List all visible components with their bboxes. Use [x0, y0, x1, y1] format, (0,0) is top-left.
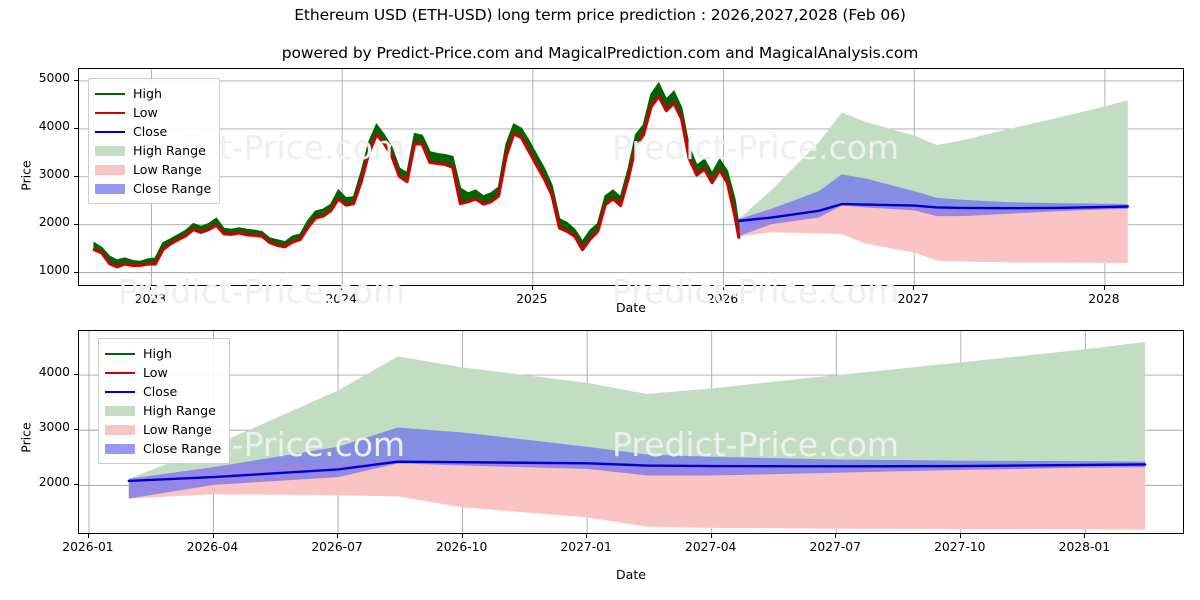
legend-swatch-patch-icon: [95, 183, 125, 195]
legend-item-low[interactable]: Low: [105, 363, 221, 382]
legend-item-high[interactable]: High: [95, 84, 211, 103]
legend-label: Close: [143, 383, 178, 399]
legend-label: High: [133, 85, 162, 101]
x-tick-label: 2027-04: [685, 540, 737, 554]
x-tick-label: 2025: [516, 292, 548, 306]
legend-swatch-line-icon: [95, 88, 125, 100]
x-tick-label: 2027: [897, 292, 929, 306]
legend-swatch-patch-icon: [95, 164, 125, 176]
top-chart-legend: High Low Close High Range Low Range Close Ran…: [88, 78, 221, 204]
x-tick-label: 2023: [134, 292, 167, 306]
legend-label: High Range: [143, 402, 216, 418]
legend-item-close-range[interactable]: Close Range: [95, 179, 211, 198]
legend-item-close[interactable]: Close: [105, 382, 221, 401]
y-tick-mark: [74, 223, 78, 225]
y-tick-label: 3000: [38, 420, 70, 435]
bottom-chart-plot: [79, 331, 1183, 533]
x-tick-mark: [1103, 286, 1105, 290]
legend-swatch-patch-icon: [105, 405, 135, 417]
legend-label: Low Range: [143, 421, 212, 437]
x-tick-mark: [722, 286, 724, 290]
legend-item-low-range[interactable]: Low Range: [105, 420, 221, 439]
page-subtitle: powered by Predict-Price.com and Magical…: [281, 44, 919, 62]
top-x-axis-label: Date: [616, 300, 646, 315]
x-tick-label: 2026-07: [311, 540, 363, 554]
x-tick-mark: [341, 286, 343, 290]
legend-label: Low Range: [133, 161, 202, 177]
legend-label: Close: [133, 123, 168, 139]
x-tick-label: 2024: [325, 292, 357, 306]
x-tick-label: 2026-01: [62, 540, 114, 554]
x-tick-label: 2028: [1088, 292, 1120, 306]
legend-swatch-patch-icon: [105, 424, 135, 436]
y-tick-label: 4000: [38, 365, 70, 380]
legend-item-low[interactable]: Low: [95, 103, 211, 122]
legend-item-close[interactable]: Close: [95, 122, 211, 141]
x-tick-label: 2026-04: [186, 540, 239, 554]
x-tick-mark: [835, 534, 837, 538]
legend-item-low-range[interactable]: Low Range: [95, 160, 211, 179]
x-tick-mark: [913, 286, 915, 290]
x-tick-label: 2026-10: [435, 540, 488, 554]
y-tick-label: 1000: [38, 262, 70, 277]
bottom-y-axis-label: Price: [18, 422, 34, 453]
legend-item-close-range[interactable]: Close Range: [105, 439, 221, 458]
y-tick-mark: [74, 484, 78, 486]
x-tick-mark: [531, 286, 533, 290]
legend-item-high-range[interactable]: High Range: [95, 141, 211, 160]
y-tick-label: 2000: [38, 475, 70, 490]
y-tick-mark: [74, 374, 78, 376]
legend-label: Low: [143, 364, 168, 380]
y-tick-label: 3000: [38, 166, 70, 181]
x-tick-mark: [1084, 534, 1086, 538]
y-tick-mark: [74, 79, 78, 81]
top-chart-panel: [78, 68, 1184, 286]
legend-label: Low: [133, 104, 158, 120]
legend-label: High Range: [133, 142, 206, 158]
legend-swatch-line-icon: [105, 386, 135, 398]
legend-label: Close Range: [143, 440, 222, 456]
x-tick-label: 2028-01: [1058, 540, 1111, 554]
bottom-chart-legend: High Low Close High Range Low Range Close Ran…: [98, 338, 231, 464]
x-tick-mark: [87, 534, 89, 538]
x-tick-label: 2026: [706, 292, 739, 306]
x-tick-mark: [959, 534, 961, 538]
y-tick-mark: [74, 175, 78, 177]
page-title: Ethereum USD (ETH-USD) long term price p…: [294, 6, 906, 24]
bottom-chart-panel: [78, 330, 1184, 534]
x-tick-mark: [586, 534, 588, 538]
legend-swatch-patch-icon: [105, 443, 135, 455]
top-chart-plot: [79, 69, 1183, 285]
legend-label: High: [143, 345, 172, 361]
legend-swatch-line-icon: [105, 348, 135, 360]
legend-swatch-line-icon: [105, 367, 135, 379]
x-tick-label: 2027-07: [809, 540, 861, 554]
y-tick-mark: [74, 271, 78, 273]
y-tick-label: 2000: [38, 214, 70, 229]
y-tick-label: 4000: [38, 118, 70, 133]
legend-swatch-line-icon: [95, 126, 125, 138]
x-tick-mark: [150, 286, 152, 290]
legend-swatch-patch-icon: [95, 145, 125, 157]
y-tick-mark: [74, 127, 78, 129]
bottom-x-axis-label: Date: [616, 567, 646, 582]
y-tick-mark: [74, 429, 78, 431]
legend-label: Close Range: [133, 180, 212, 196]
legend-swatch-line-icon: [95, 107, 125, 119]
x-tick-mark: [461, 534, 463, 538]
x-tick-mark: [710, 534, 712, 538]
x-tick-mark: [212, 534, 214, 538]
x-tick-mark: [337, 534, 339, 538]
legend-item-high[interactable]: High: [105, 344, 221, 363]
legend-item-high-range[interactable]: High Range: [105, 401, 221, 420]
y-tick-label: 5000: [38, 70, 70, 85]
x-tick-label: 2027-01: [560, 540, 612, 554]
x-tick-label: 2027-10: [934, 540, 986, 554]
